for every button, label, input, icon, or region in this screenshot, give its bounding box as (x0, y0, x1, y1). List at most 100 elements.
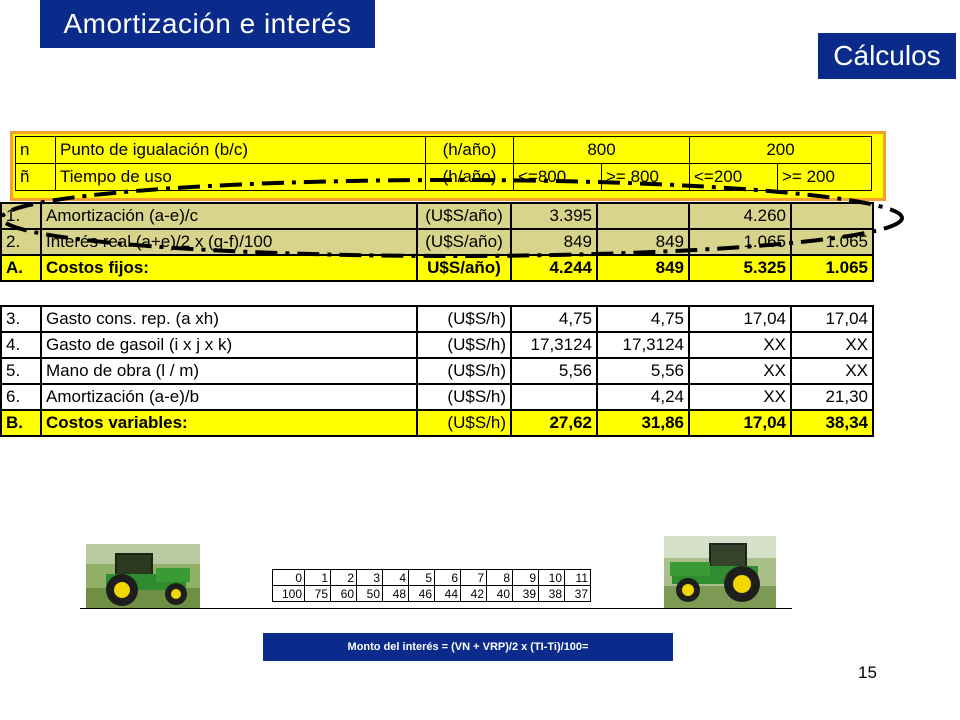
row-value: 4,24 (596, 383, 690, 411)
row-desc: Costos fijos: (40, 254, 418, 282)
tractor-image-left (86, 544, 200, 608)
row-value: XX (688, 357, 792, 385)
value-cell: 50 (356, 585, 383, 602)
row-unit: (U$S/h) (416, 383, 512, 411)
page-number: 15 (858, 663, 877, 682)
value-cell: 44 (434, 585, 461, 602)
year-cell: 11 (564, 569, 591, 586)
year-cell: 2 (330, 569, 357, 586)
row-value: <=800 (513, 163, 602, 191)
row-value: 17,3124 (596, 331, 690, 359)
interest-formula: Monto del interés = (VN + VRP)/2 x (TI-T… (263, 633, 673, 661)
row-value: 27,62 (510, 409, 598, 437)
row-code: 3. (0, 305, 42, 333)
row-code: 4. (0, 331, 42, 359)
values-row: 100 75 60 50 48 46 44 42 40 39 38 37 (272, 585, 591, 602)
row-value: >= 200 (777, 163, 872, 191)
row-desc: Gasto cons. rep. (a xh) (40, 305, 418, 333)
row-value: 849 (510, 228, 598, 256)
tractor-icon (664, 536, 776, 608)
row-value: 4,75 (596, 305, 690, 333)
row-unit: (U$S/año) (416, 202, 512, 230)
row-unit: (U$S/año) (416, 228, 512, 256)
row-value: 4,75 (510, 305, 598, 333)
year-cell: 5 (408, 569, 435, 586)
fixed-costs-table: 1. Amortización (a-e)/c (U$S/año) 3.395 … (0, 202, 874, 282)
value-cell: 48 (382, 585, 409, 602)
row-value: 3.395 (510, 202, 598, 230)
row-code: 5. (0, 357, 42, 385)
table-row: n Punto de igualación (b/c) (h/año) 800 … (15, 136, 872, 164)
row-value: 5.325 (688, 254, 792, 282)
value-cell: 38 (538, 585, 565, 602)
year-cell: 3 (356, 569, 383, 586)
dashed-ellipse-highlight (0, 178, 904, 258)
ellipse-outline (0, 178, 904, 258)
table-row: 1. Amortización (a-e)/c (U$S/año) 3.395 … (0, 202, 874, 230)
row-unit: (U$S/h) (416, 409, 512, 437)
row-value: 5,56 (510, 357, 598, 385)
value-cell: 40 (486, 585, 513, 602)
row-unit: (U$S/h) (416, 357, 512, 385)
row-desc: Amortización (a-e)/c (40, 202, 418, 230)
row-desc: Gasto de gasoil (i x j x k) (40, 331, 418, 359)
year-cell: 8 (486, 569, 513, 586)
row-code: A. (0, 254, 42, 282)
row-value: 31,86 (596, 409, 690, 437)
table-row-total: B. Costos variables: (U$S/h) 27,62 31,86… (0, 409, 874, 437)
value-cell: 60 (330, 585, 357, 602)
tractor-image-right (664, 536, 776, 608)
row-unit: (h/año) (425, 136, 514, 164)
row-desc: Mano de obra (l / m) (40, 357, 418, 385)
row-value: 17,04 (790, 305, 874, 333)
row-value: 17,04 (688, 409, 792, 437)
variable-costs-table: 3. Gasto cons. rep. (a xh) (U$S/h) 4,75 … (0, 305, 874, 437)
row-value (596, 202, 690, 230)
row-value: 1.065 (790, 254, 874, 282)
row-unit: (U$S/h) (416, 331, 512, 359)
row-value: XX (790, 331, 874, 359)
year-cell: 7 (460, 569, 487, 586)
value-cell: 46 (408, 585, 435, 602)
year-cell: 9 (512, 569, 539, 586)
row-desc: Costos variables: (40, 409, 418, 437)
value-cell: 42 (460, 585, 487, 602)
row-value: 4.260 (688, 202, 792, 230)
value-cell: 39 (512, 585, 539, 602)
row-value (510, 383, 598, 411)
row-value (790, 202, 874, 230)
table-row-total: A. Costos fijos: U$S/año) 4.244 849 5.32… (0, 254, 874, 282)
table-row: 4. Gasto de gasoil (i x j x k) (U$S/h) 1… (0, 331, 874, 359)
value-cell: 37 (564, 585, 591, 602)
year-cell: 1 (304, 569, 331, 586)
tractor-icon (86, 544, 200, 608)
row-value: 21,30 (790, 383, 874, 411)
year-cell: 6 (434, 569, 461, 586)
slide-title: Amortización e interés (40, 0, 375, 48)
row-desc: Punto de igualación (b/c) (55, 136, 426, 164)
year-cell: 0 (272, 569, 305, 586)
calculos-label: Cálculos (818, 33, 956, 79)
row-desc: Amortización (a-e)/b (40, 383, 418, 411)
row-value: XX (688, 331, 792, 359)
baseline-divider (80, 608, 792, 609)
row-value: 17,04 (688, 305, 792, 333)
table-row: 3. Gasto cons. rep. (a xh) (U$S/h) 4,75 … (0, 305, 874, 333)
value-cell: 100 (272, 585, 305, 602)
table-row: 5. Mano de obra (l / m) (U$S/h) 5,56 5,5… (0, 357, 874, 385)
value-cell: 75 (304, 585, 331, 602)
row-value: XX (688, 383, 792, 411)
row-value: 4.244 (510, 254, 598, 282)
years-row: 0 1 2 3 4 5 6 7 8 9 10 11 (272, 569, 591, 586)
row-unit: U$S/año) (416, 254, 512, 282)
row-value: 200 (689, 136, 872, 164)
row-value: 17,3124 (510, 331, 598, 359)
row-unit: (U$S/h) (416, 305, 512, 333)
row-value: 5,56 (596, 357, 690, 385)
year-cell: 4 (382, 569, 409, 586)
row-code: B. (0, 409, 42, 437)
row-code: 6. (0, 383, 42, 411)
years-values-table: 0 1 2 3 4 5 6 7 8 9 10 11 100 75 60 50 4… (272, 569, 591, 602)
row-code: n (15, 136, 56, 164)
row-value: XX (790, 357, 874, 385)
